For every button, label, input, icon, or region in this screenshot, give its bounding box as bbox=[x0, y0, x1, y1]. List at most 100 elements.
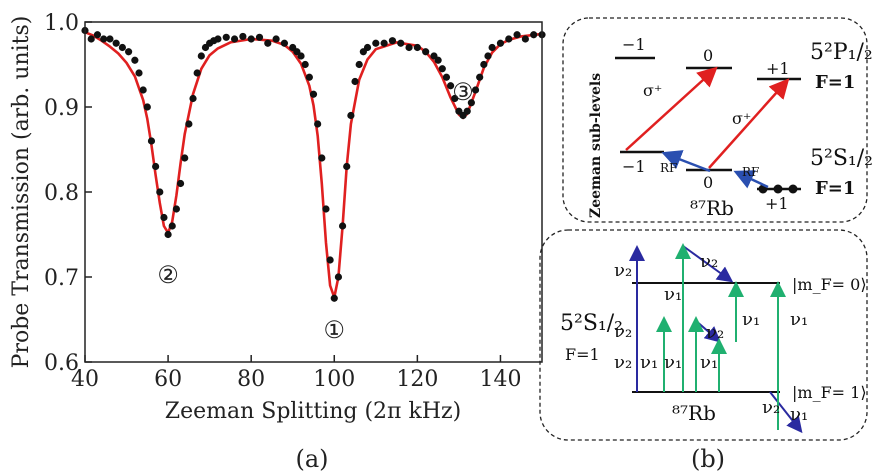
lower-level-minus1-label: −1 bbox=[622, 157, 646, 176]
data-point bbox=[334, 273, 343, 281]
nu2-label: ν₂ bbox=[700, 251, 718, 272]
data-point bbox=[147, 137, 156, 145]
data-point bbox=[476, 73, 484, 81]
data-point bbox=[87, 35, 95, 43]
rf-arrow-2 bbox=[733, 170, 769, 189]
data-point bbox=[172, 205, 180, 213]
data-point bbox=[189, 94, 197, 103]
y-axis-title: Probe Transmission (arb. units) bbox=[9, 16, 34, 369]
upper-level-minus1-label: −1 bbox=[622, 35, 646, 54]
nu2-arrow bbox=[769, 391, 803, 434]
data-point bbox=[347, 111, 355, 120]
data-point bbox=[442, 73, 451, 81]
upper-F-label: F=1 bbox=[815, 72, 855, 93]
data-point bbox=[438, 65, 446, 73]
data-point bbox=[106, 35, 114, 43]
data-point bbox=[326, 256, 334, 264]
data-point bbox=[330, 294, 338, 302]
data-point bbox=[488, 43, 496, 52]
lower-level-plus1-label: +1 bbox=[765, 194, 789, 213]
data-point bbox=[388, 37, 397, 45]
data-point bbox=[255, 33, 264, 41]
lower-F-label: F=1 bbox=[815, 178, 855, 199]
data-point bbox=[363, 43, 372, 52]
data-point bbox=[301, 60, 309, 69]
nu2-label: ν₂ bbox=[762, 397, 780, 418]
data-point bbox=[230, 35, 239, 43]
x-tick-label: 80 bbox=[237, 367, 265, 392]
y-tick-label: 0.7 bbox=[44, 266, 79, 291]
nu1-label: ν₁ bbox=[700, 352, 718, 373]
y-tick-label: 1.0 bbox=[44, 11, 79, 36]
rf-label-1: RF bbox=[660, 161, 677, 175]
nu2-label: ν₂ bbox=[706, 322, 724, 343]
upper-level-0-label: 0 bbox=[703, 46, 713, 65]
y-tick-label: 0.8 bbox=[44, 181, 79, 206]
state-label: 5²S₁/₂ bbox=[560, 311, 623, 336]
sigma-plus-arrow-1 bbox=[625, 66, 718, 151]
dip-annotation: ② bbox=[157, 261, 179, 289]
x-axis-title: Zeeman Splitting (2π kHz) bbox=[165, 399, 461, 424]
nu1-label: ν₁ bbox=[790, 404, 808, 425]
data-point bbox=[160, 213, 168, 222]
data-point bbox=[239, 32, 247, 41]
data-point bbox=[480, 60, 488, 69]
sigma-plus-arrow-2 bbox=[708, 78, 790, 169]
panel-label-b: (b) bbox=[691, 445, 725, 473]
data-points-layer bbox=[81, 26, 546, 302]
x-tick-label: 60 bbox=[154, 367, 182, 392]
plot-frame bbox=[84, 21, 543, 363]
data-point bbox=[247, 35, 255, 43]
dip-annotation: ③ bbox=[452, 78, 474, 106]
data-point bbox=[530, 31, 538, 39]
data-point bbox=[135, 69, 143, 77]
level-mF1-label: |m_F= 1⟩ bbox=[792, 383, 867, 402]
plot-area bbox=[81, 26, 546, 302]
dip-annotation: ① bbox=[324, 316, 346, 344]
data-point bbox=[214, 35, 222, 43]
lower-level-0-label: 0 bbox=[703, 173, 713, 192]
y-tick-label: 0.9 bbox=[44, 96, 79, 121]
data-point bbox=[463, 107, 471, 115]
data-point bbox=[164, 230, 172, 239]
x-axis-ticks: 40 60 80 100 120 140 bbox=[71, 355, 521, 392]
data-point bbox=[471, 86, 480, 94]
data-point bbox=[297, 52, 305, 60]
data-point bbox=[112, 39, 120, 47]
rf-label-2: RF bbox=[742, 165, 759, 179]
rf-arrow-1 bbox=[661, 150, 711, 173]
data-point bbox=[264, 39, 272, 47]
data-point bbox=[351, 77, 359, 86]
population-dot bbox=[773, 184, 783, 194]
data-point bbox=[185, 120, 193, 128]
data-point bbox=[355, 60, 363, 69]
state-F-label: F=1 bbox=[565, 345, 600, 364]
x-tick-label: 40 bbox=[71, 367, 99, 392]
data-point bbox=[176, 179, 185, 188]
data-point bbox=[314, 120, 322, 128]
data-point bbox=[484, 52, 492, 60]
data-point bbox=[405, 43, 413, 52]
atom-label-bottom: ⁸⁷Rb bbox=[672, 401, 716, 425]
atom-label: ⁸⁷Rb bbox=[690, 196, 734, 220]
data-point bbox=[143, 103, 151, 111]
data-point bbox=[168, 222, 176, 230]
data-point bbox=[467, 99, 475, 107]
data-point bbox=[496, 39, 505, 47]
data-point bbox=[305, 73, 313, 81]
data-point bbox=[422, 48, 430, 56]
population-dot bbox=[788, 184, 798, 194]
nu2-label: ν₂ bbox=[614, 352, 632, 373]
lower-state-label: 5²S₁/₂ bbox=[810, 146, 873, 171]
panel-label-a: (a) bbox=[295, 445, 328, 473]
data-point bbox=[118, 43, 126, 52]
level-mF0-label: |m_F= 0⟩ bbox=[792, 275, 867, 294]
data-point bbox=[318, 154, 326, 162]
sigma-plus-label-2: σ⁺ bbox=[732, 109, 751, 128]
raman-transitions-diagram: |m_F= 0⟩ |m_F= 1⟩ 5²S₁/₂ F=1 ⁸⁷Rb ν₂ ν₂ … bbox=[539, 229, 868, 441]
data-point bbox=[413, 43, 421, 52]
x-tick-label: 100 bbox=[313, 367, 355, 392]
data-point bbox=[222, 33, 230, 41]
data-point bbox=[152, 162, 160, 171]
